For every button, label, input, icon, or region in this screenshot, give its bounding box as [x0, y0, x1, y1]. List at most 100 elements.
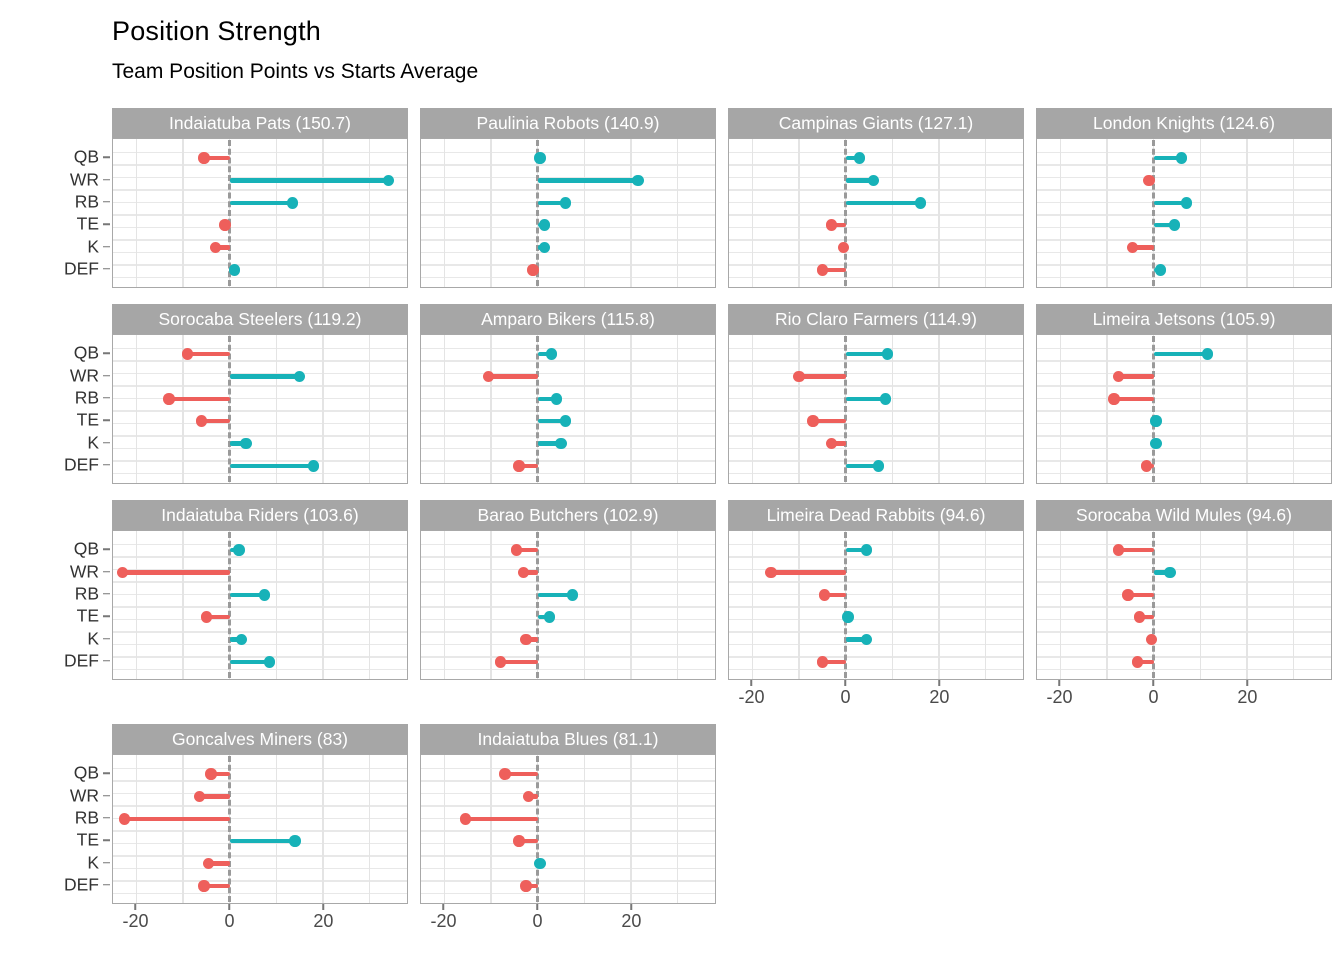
lollipop-stem — [537, 351, 552, 357]
grid-line-v — [275, 531, 278, 679]
lollipop-stem — [1137, 659, 1154, 665]
y-axis-label: TE — [76, 605, 99, 626]
grid-line-v — [984, 335, 987, 483]
x-axis-tick — [536, 904, 539, 910]
grid-line-h — [421, 397, 715, 399]
facet-london-knights: London Knights (124.6) — [1036, 108, 1332, 288]
y-axis: QB WR RB TE K DEF — [40, 334, 112, 484]
grid-line-h — [113, 606, 407, 608]
facet-strip: Paulinia Robots (140.9) — [420, 108, 716, 138]
y-axis-label: QB — [73, 538, 99, 559]
lollipop-dot — [550, 393, 563, 405]
lollipop-dot — [520, 633, 532, 646]
grid-line-h — [421, 176, 715, 178]
lollipop-stem — [465, 816, 538, 822]
chart-subtitle: Team Position Points vs Starts Average — [112, 60, 479, 83]
grid-line-h — [1037, 606, 1331, 608]
lollipop-dot — [198, 880, 210, 892]
lollipop-dot — [522, 790, 535, 803]
lollipop-dot — [1201, 348, 1214, 360]
lollipop-stem — [822, 267, 846, 273]
lollipop-dot — [534, 152, 546, 164]
x-axis-label: -20 — [1046, 687, 1073, 707]
x-axis-tick — [134, 904, 137, 910]
lollipop-dot — [881, 348, 894, 360]
lollipop-stem — [831, 441, 846, 446]
y-axis-label: K — [87, 852, 99, 872]
grid-line-v — [1292, 139, 1295, 287]
y-axis-tick — [103, 593, 110, 595]
lollipop-dot — [228, 264, 241, 276]
lollipop-dot — [816, 656, 829, 668]
grid-line-h — [729, 606, 1023, 608]
x-axis-tick — [938, 680, 941, 686]
grid-line-v — [938, 335, 940, 483]
lollipop-stem — [799, 374, 846, 379]
grid-line-v — [751, 531, 754, 679]
grid-line-v — [490, 335, 492, 483]
grid-line-h — [421, 668, 715, 670]
lollipop-dot — [1112, 544, 1125, 556]
lollipop-stem — [516, 547, 538, 553]
lollipop-stem — [1153, 222, 1175, 228]
grid-line-h — [421, 410, 715, 412]
grid-line-h — [113, 447, 407, 449]
grid-line-h — [113, 239, 407, 241]
grid-line-h — [729, 189, 1023, 191]
x-axis-tick — [442, 904, 445, 910]
lollipop-stem — [831, 222, 846, 228]
grid-line-v — [984, 139, 987, 287]
grid-line-h — [421, 372, 715, 374]
lollipop-dot — [825, 437, 838, 450]
lollipop-stem — [824, 592, 846, 598]
lollipop-dot — [1145, 633, 1158, 646]
grid-line-h — [421, 385, 715, 387]
grid-line-v — [630, 139, 632, 287]
x-axis-tick — [322, 904, 325, 910]
lollipop-stem — [229, 838, 295, 844]
lollipop-stem — [206, 614, 230, 620]
grid-line-v — [630, 335, 632, 483]
grid-line-h — [421, 360, 715, 362]
lollipop-dot — [853, 152, 866, 164]
grid-line-h — [1037, 276, 1331, 278]
lollipop-dot — [193, 790, 206, 803]
lollipop-stem — [1118, 374, 1154, 379]
grid-line-v — [135, 531, 138, 679]
grid-line-h — [113, 251, 407, 253]
y-axis-tick — [103, 817, 110, 819]
grid-line-v — [751, 139, 754, 287]
facet-panel — [420, 754, 716, 904]
x-axis: -20 0 20 — [728, 680, 1024, 708]
grid-line-h — [1037, 410, 1331, 412]
facet-strip: Indaiatuba Blues (81.1) — [420, 724, 716, 754]
lollipop-dot — [233, 544, 245, 556]
grid-line-v — [322, 139, 324, 287]
grid-line-h — [729, 581, 1023, 583]
lollipop-stem — [537, 441, 561, 446]
grid-line-h — [113, 556, 407, 558]
lollipop-dot — [879, 393, 892, 405]
facet-strip: Limeira Dead Rabbits (94.6) — [728, 500, 1024, 530]
zero-line — [228, 532, 232, 678]
lollipop-dot — [240, 437, 252, 450]
grid-line-h — [729, 276, 1023, 278]
y-axis-tick — [103, 660, 110, 662]
grid-line-v — [1199, 531, 1202, 679]
zero-line — [228, 140, 232, 286]
lollipop-dot — [520, 880, 532, 892]
lollipop-dot — [818, 589, 831, 601]
grid-line-h — [1037, 422, 1331, 424]
lollipop-dot — [860, 633, 873, 646]
lollipop-dot — [202, 857, 215, 870]
facet-panel — [420, 334, 716, 484]
facet-panel — [420, 138, 716, 288]
grid-line-v — [1199, 335, 1202, 483]
grid-line-v — [938, 139, 940, 287]
grid-line-h — [421, 276, 715, 278]
lollipop-dot — [765, 566, 777, 579]
y-axis-tick — [103, 397, 110, 399]
lollipop-dot — [1122, 589, 1134, 601]
grid-line-v — [490, 139, 492, 287]
lollipop-stem — [845, 637, 867, 642]
